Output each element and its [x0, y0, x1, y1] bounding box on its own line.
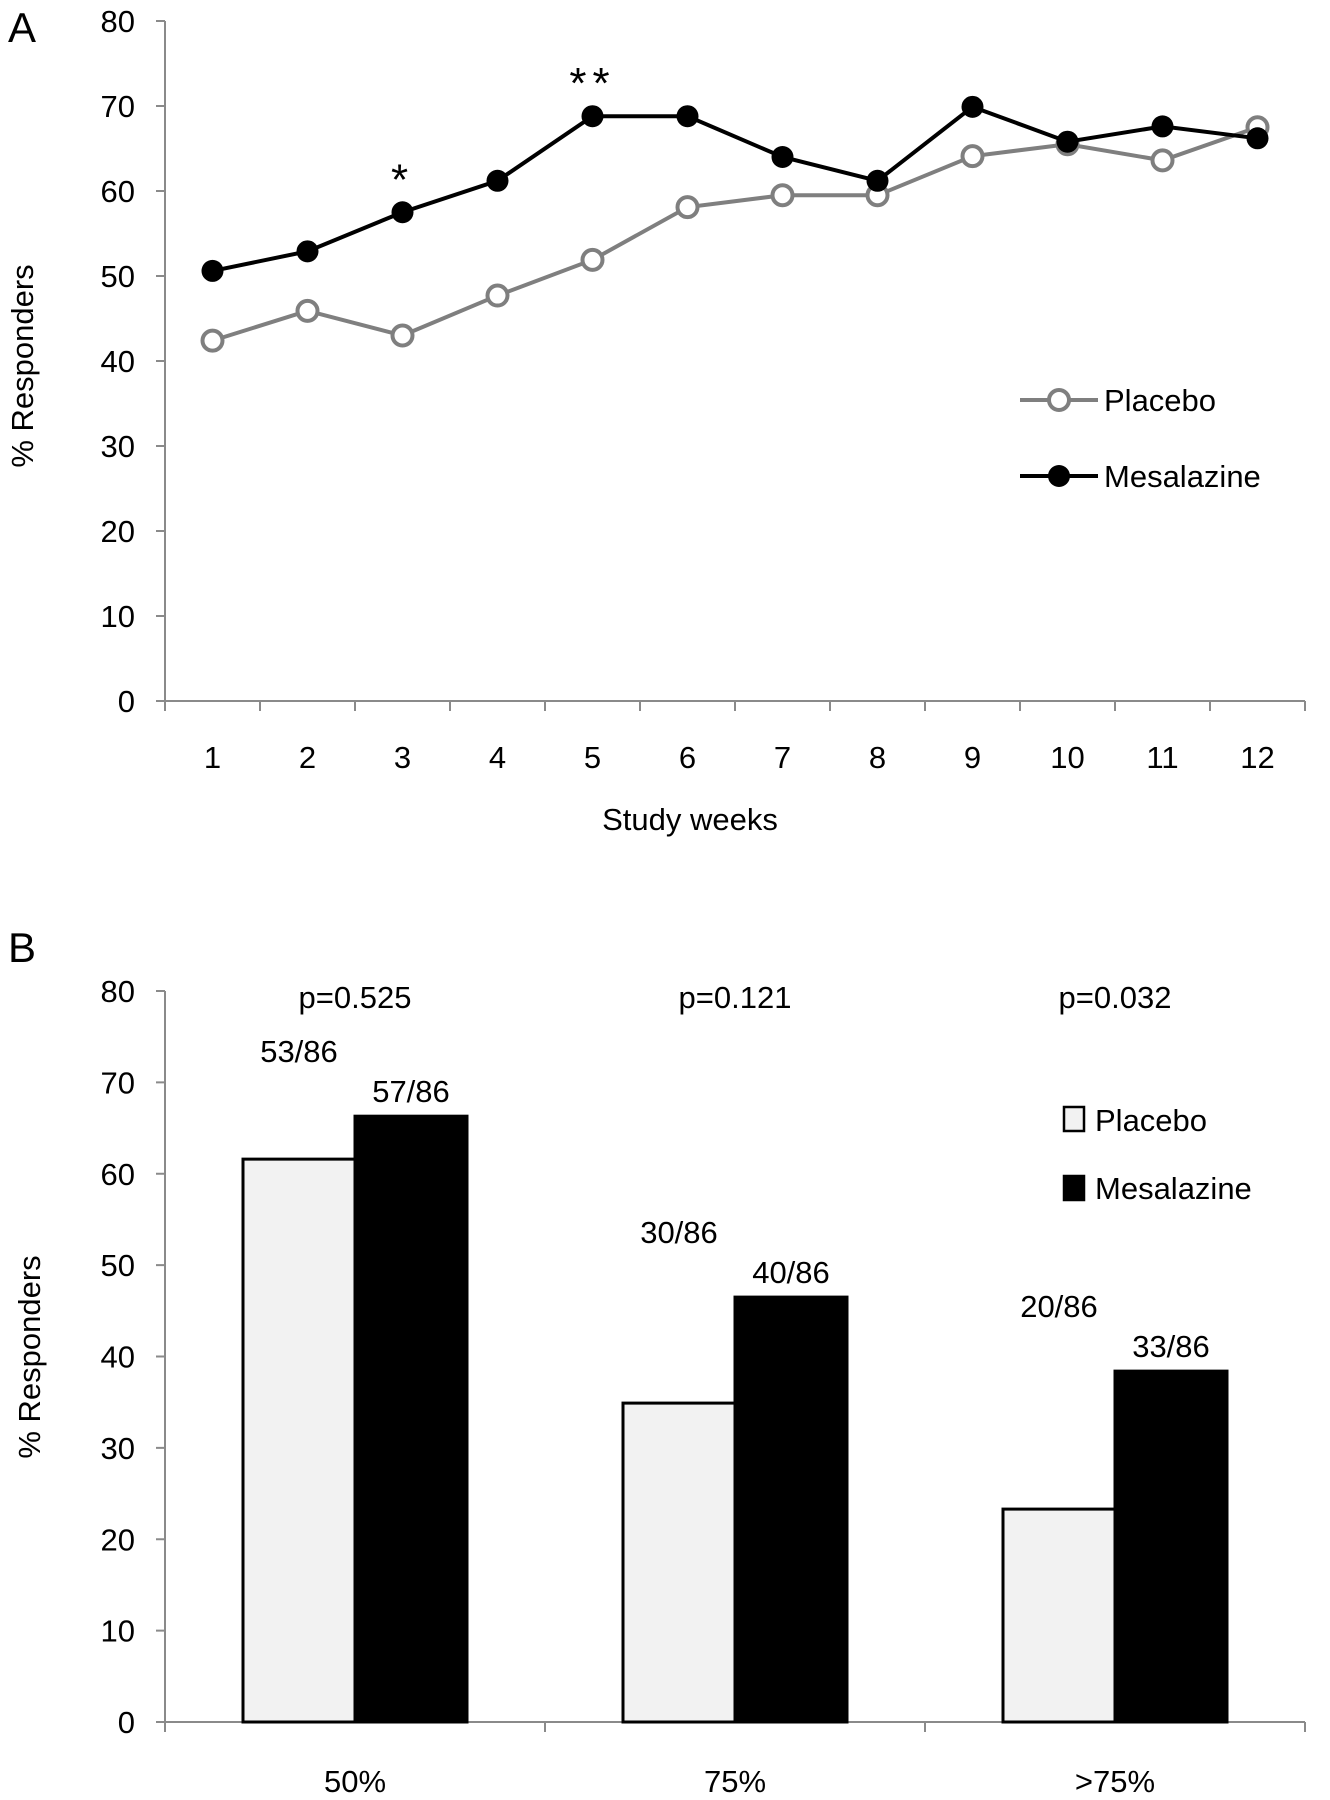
data-point-mesalazine	[391, 201, 414, 224]
data-point-mesalazine	[866, 169, 889, 192]
data-point-mesalazine	[201, 259, 224, 282]
panel-a-y-tick-label: 50	[101, 259, 135, 294]
panel-a-y-tick-label: 70	[101, 89, 135, 124]
legend-placebo-swatch	[1062, 1105, 1086, 1133]
data-point-mesalazine	[581, 105, 604, 128]
panel-b-y-tick-label: 30	[101, 1431, 135, 1466]
p-value-label: p=0.121	[679, 980, 792, 1015]
bar-data-label: 33/86	[1132, 1329, 1210, 1364]
series-placebo	[200, 115, 1270, 353]
bar-data-label: 57/86	[372, 1074, 450, 1109]
legend-placebo-label: Placebo	[1104, 383, 1216, 418]
bar-mesalazine	[733, 1295, 849, 1724]
legend-mesalazine-swatch	[1062, 1174, 1086, 1202]
data-point-mesalazine	[1246, 127, 1269, 150]
panel-a-x-tick-label: 2	[299, 740, 316, 775]
data-point-placebo	[200, 328, 225, 353]
panel-a-y-tick-label: 60	[101, 174, 135, 209]
panel-a-y-tick-label: 30	[101, 429, 135, 464]
panel-b-label: B	[8, 924, 36, 971]
panel-b-bars	[241, 1114, 1229, 1724]
data-point-mesalazine	[676, 105, 699, 128]
panel-a-x-tick-label: 12	[1240, 740, 1274, 775]
bar-mesalazine	[1113, 1369, 1229, 1724]
legend-mesalazine-label: Mesalazine	[1095, 1171, 1252, 1206]
panel-b-y-tick-label: 50	[101, 1248, 135, 1283]
panel-a-x-tick-label: 7	[774, 740, 791, 775]
panel-a-x-tick-label: 1	[204, 740, 221, 775]
bar-placebo	[241, 1157, 357, 1724]
panel-b-y-tick-label: 40	[101, 1340, 135, 1375]
panel-a-label: A	[8, 4, 36, 51]
data-point-placebo	[295, 298, 320, 323]
bar-placebo	[621, 1401, 737, 1724]
panel-a-x-tick-label: 8	[869, 740, 886, 775]
data-point-placebo	[390, 323, 415, 348]
legend-placebo-marker	[1047, 388, 1071, 412]
bar-placebo	[1001, 1507, 1117, 1724]
panel-b-y-tick-label: 0	[118, 1705, 135, 1740]
data-point-placebo	[485, 283, 510, 308]
panel-a-y-tick-label: 80	[101, 4, 135, 39]
panel-b-x-tick-label: >75%	[1075, 1764, 1155, 1799]
panel-a-x-tick-label: 10	[1050, 740, 1084, 775]
data-point-placebo	[770, 183, 795, 208]
bar-data-label: 30/86	[640, 1215, 718, 1250]
p-value-label: p=0.525	[299, 980, 412, 1015]
panel-a-y-tick-label: 40	[101, 344, 135, 379]
significance-marker: **	[569, 59, 615, 108]
panel-b: B % Responders 0 10 20 30 40 50 60 70 80 50% 75% >7…	[8, 924, 1306, 1799]
panel-b-legend: Placebo Mesalazine	[1062, 1103, 1252, 1206]
data-point-placebo	[675, 195, 700, 220]
bar-mesalazine	[353, 1114, 469, 1724]
panel-a-x-tick-label: 11	[1146, 740, 1178, 775]
legend-mesalazine-label: Mesalazine	[1104, 459, 1261, 494]
panel-b-x-tick-label: 75%	[704, 1764, 766, 1799]
data-point-placebo	[580, 247, 605, 272]
panel-a-y-axis-title: % Responders	[5, 264, 40, 467]
panel-b-bar-labels: 53/86 57/86 p=0.525 30/86 40/86 p=0.121 20/86 3…	[260, 980, 1210, 1364]
panel-b-y-tick-label: 20	[101, 1522, 135, 1557]
legend-mesalazine-marker	[1048, 465, 1070, 487]
panel-a-y-tick-label: 0	[118, 684, 135, 719]
data-point-placebo	[960, 144, 985, 169]
data-point-mesalazine	[961, 95, 984, 118]
significance-marker: *	[391, 155, 414, 204]
data-point-mesalazine	[296, 240, 319, 263]
panel-a-x-tick-label: 4	[489, 740, 506, 775]
panel-b-y-axis-title: % Responders	[12, 1255, 47, 1458]
panel-b-y-tick-label: 60	[101, 1157, 135, 1192]
panel-a: A % Responders Study weeks 0 10 20 30 40 50 60…	[5, 4, 1306, 837]
panel-a-x-tick-label: 5	[584, 740, 601, 775]
panel-b-x-tick-label: 50%	[324, 1764, 386, 1799]
panel-a-x-axis-title: Study weeks	[602, 802, 778, 837]
panel-b-y-tick-label: 10	[101, 1614, 135, 1649]
bar-data-label: 53/86	[260, 1034, 338, 1069]
panel-a-annotations: ***	[391, 59, 615, 204]
series-line-mesalazine	[212, 104, 1258, 273]
panel-b-y-tick-label: 70	[101, 1065, 135, 1100]
panel-a-series	[200, 95, 1270, 353]
data-point-mesalazine	[486, 169, 509, 192]
panel-a-x-tick-label: 9	[964, 740, 981, 775]
data-point-mesalazine	[1151, 115, 1174, 138]
p-value-label: p=0.032	[1059, 980, 1172, 1015]
panel-b-axes: 0 10 20 30 40 50 60 70 80 50% 75% >75%	[101, 974, 1306, 1799]
data-point-mesalazine	[1056, 130, 1079, 153]
legend-placebo-label: Placebo	[1095, 1103, 1207, 1138]
series-mesalazine	[201, 95, 1269, 282]
panel-b-y-tick-label: 80	[101, 974, 135, 1009]
panel-a-x-tick-label: 3	[394, 740, 411, 775]
data-point-mesalazine	[771, 146, 794, 168]
series-line-placebo	[211, 125, 1259, 343]
panel-a-legend: Placebo Mesalazine	[1020, 383, 1261, 494]
bar-data-label: 40/86	[752, 1255, 830, 1290]
data-point-placebo	[1150, 148, 1175, 173]
panel-a-y-tick-label: 10	[101, 599, 135, 634]
bar-data-label: 20/86	[1020, 1289, 1098, 1324]
panel-a-y-tick-label: 20	[101, 514, 135, 549]
panel-a-x-tick-label: 6	[679, 740, 696, 775]
